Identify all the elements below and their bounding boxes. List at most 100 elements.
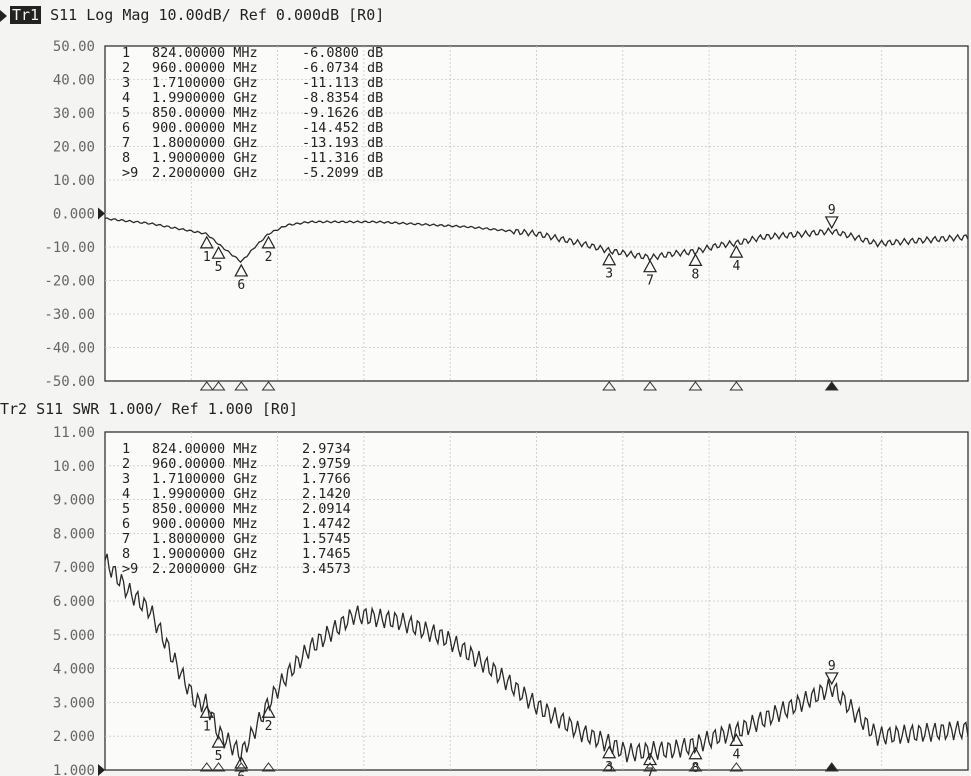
marker-value: 2.9734: [302, 441, 351, 457]
stimulus-marker-indicator: [824, 762, 839, 772]
marker-row: >9 2.2000000 GHz 3.4573: [122, 562, 351, 577]
stimulus-marker-indicator: [199, 762, 214, 772]
stimulus-marker-indicator: [688, 762, 703, 772]
marker-value: -6.0800 dB: [302, 45, 384, 61]
marker-frequency: 2.2000000 GHz: [152, 165, 258, 181]
marker-value: -11.316 dB: [302, 150, 384, 166]
y-tick-label: 2.000: [53, 729, 95, 745]
y-tick-label: 50.00: [53, 39, 95, 55]
marker-value: 1.5745: [302, 531, 351, 547]
swr-chart: 11.00 10.00 9.000 8.000 7.000 6.000 5.000 4.000…: [53, 425, 969, 776]
reference-arrow-icon: [98, 207, 105, 220]
marker-number: 5: [122, 501, 131, 517]
marker-row: 3 1.7100000 GHz -11.113 dB: [122, 76, 383, 91]
marker-row: 4 1.9900000 GHz 2.1420: [122, 487, 351, 502]
marker-value: -13.193 dB: [302, 135, 384, 151]
stimulus-marker-indicator: [602, 762, 617, 772]
trace2-title: Tr2 S11 SWR 1.000/ Ref 1.000 [R0]: [0, 400, 298, 418]
marker-value: 2.0914: [302, 501, 351, 517]
marker-value: -11.113 dB: [302, 75, 384, 91]
marker-number: 8: [122, 150, 131, 166]
stimulus-marker-indicator: [211, 762, 226, 772]
stimulus-marker-indicator: [261, 381, 276, 391]
marker-number: 5: [122, 105, 131, 121]
stimulus-marker-indicator: [234, 381, 249, 391]
stimulus-marker-indicator: [261, 762, 276, 772]
marker-value: 1.4742: [302, 516, 351, 532]
y-tick-label: 11.00: [53, 425, 95, 441]
marker-frequency: 1.7100000 GHz: [152, 471, 258, 487]
y-tick-label: -30.00: [44, 307, 95, 323]
reference-arrow-icon: [98, 764, 105, 776]
marker-label: 7: [646, 274, 654, 289]
marker-triangle: [199, 705, 214, 718]
stimulus-marker-indicator: [199, 381, 214, 391]
marker-value: -9.1626 dB: [302, 105, 384, 121]
marker-number: >9: [122, 561, 139, 577]
y-tick-label: 10.00: [53, 459, 95, 475]
marker-triangle: [688, 253, 703, 267]
marker-triangle: [602, 745, 617, 759]
trace2-label[interactable]: Tr2: [0, 400, 28, 418]
marker-frequency: 960.00000 MHz: [152, 60, 258, 76]
marker-row: 2 960.00000 MHz 2.9759: [122, 457, 351, 472]
marker-row: 3 1.7100000 GHz 1.7766: [122, 472, 351, 487]
marker-frequency: 1.9000000 GHz: [152, 546, 258, 562]
y-tick-label: 6.000: [53, 594, 95, 610]
marker-triangle: [211, 734, 226, 748]
marker-label: 6: [237, 770, 245, 776]
marker-row: 1 824.00000 MHz -6.0800 dB: [122, 46, 383, 61]
stimulus-marker-indicator: [211, 381, 226, 391]
marker-number: 2: [122, 456, 131, 472]
plot-frame: [104, 45, 969, 382]
marker-frequency: 1.9900000 GHz: [152, 486, 258, 502]
marker-label: 4: [732, 747, 740, 762]
y-tick-label: 40.00: [53, 73, 95, 89]
marker-number: 1: [122, 45, 131, 61]
marker-label: 6: [237, 278, 245, 293]
marker-row: 5 850.00000 MHz -9.1626 dB: [122, 106, 383, 121]
trace1-marker-table: 1 824.00000 MHz -6.0800 dB 2 960.00000 MHz -6…: [122, 46, 383, 181]
marker-triangle: [729, 733, 744, 747]
trace2-settings: S11 SWR 1.000/ Ref 1.000 [R0]: [27, 400, 299, 418]
marker-value: 2.1420: [302, 486, 351, 502]
marker-number: 4: [122, 90, 131, 106]
marker-row: 4 1.9900000 GHz -8.8354 dB: [122, 91, 383, 106]
marker-value: 2.9759: [302, 456, 351, 472]
marker-triangle: [824, 672, 839, 686]
trace-line: [104, 553, 969, 764]
marker-label: 1: [203, 719, 211, 734]
y-tick-label: -40.00: [44, 341, 95, 357]
marker-triangle: [199, 235, 214, 249]
marker-triangle: [643, 752, 658, 766]
marker-value: 1.7465: [302, 546, 351, 562]
marker-row: 1 824.00000 MHz 2.9734: [122, 442, 351, 457]
marker-row: 8 1.9000000 GHz 1.7465: [122, 547, 351, 562]
y-tick-label: 4.000: [53, 662, 95, 678]
marker-frequency: 1.9900000 GHz: [152, 90, 258, 106]
marker-frequency: 900.00000 MHz: [152, 120, 258, 136]
marker-frequency: 1.7100000 GHz: [152, 75, 258, 91]
stimulus-marker-indicator: [729, 762, 744, 772]
marker-row: 7 1.8000000 GHz 1.5745: [122, 532, 351, 547]
log-mag-chart: 50.00 40.00 30.00 20.00 10.00 0.000 -10.00 -20.…: [44, 39, 969, 391]
y-tick-label: 1.000: [53, 763, 95, 776]
marker-triangle: [261, 235, 276, 249]
marker-label: 8: [692, 267, 700, 282]
marker-number: 6: [122, 516, 131, 532]
marker-frequency: 900.00000 MHz: [152, 516, 258, 532]
y-tick-label: 10.00: [53, 173, 95, 189]
marker-row: 5 850.00000 MHz 2.0914: [122, 502, 351, 517]
marker-value: -5.2099 dB: [302, 165, 384, 181]
marker-label: 1: [203, 250, 211, 265]
marker-triangle: [643, 259, 658, 273]
marker-value: 3.4573: [302, 561, 351, 577]
marker-triangle: [261, 704, 276, 718]
marker-label: 4: [732, 259, 740, 274]
stimulus-marker-indicator: [234, 762, 249, 772]
marker-label: 3: [605, 267, 613, 282]
marker-triangle: [234, 263, 249, 277]
trace1-label[interactable]: Tr1: [10, 6, 42, 24]
stimulus-marker-indicator: [688, 381, 703, 391]
y-tick-label: -10.00: [44, 240, 95, 256]
